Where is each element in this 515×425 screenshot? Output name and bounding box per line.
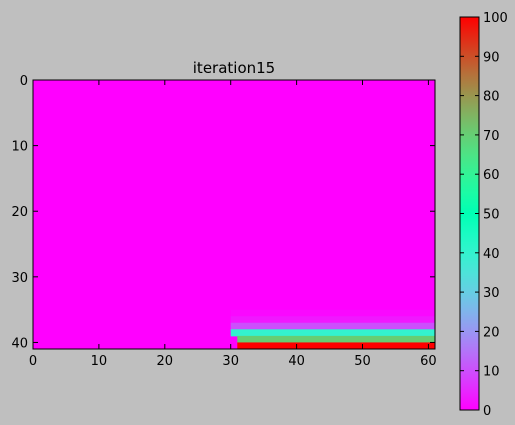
colorbar-tick-label: 20 xyxy=(483,325,500,340)
colorbar-axis: 0 10 20 30 40 50 60 70 80 90 100 xyxy=(460,11,508,419)
x-tick-label: 10 xyxy=(91,354,108,369)
y-tick-label: 20 xyxy=(11,205,28,220)
x-tick-label: 60 xyxy=(420,354,437,369)
x-tick-label: 40 xyxy=(288,354,305,369)
colorbar-tick-label: 90 xyxy=(483,50,500,65)
plot-frame xyxy=(32,79,436,350)
heatmap-cell-row xyxy=(237,335,436,343)
heatmap-cell-row xyxy=(230,316,436,324)
chart-title: iteration15 xyxy=(193,59,275,77)
x-tick-label: 20 xyxy=(157,354,174,369)
colorbar-tick-label: 0 xyxy=(483,404,491,419)
heatmap-background xyxy=(33,80,435,349)
colorbar-tick-label: 50 xyxy=(483,208,500,223)
x-tick-label: 0 xyxy=(29,354,37,369)
y-axis: 0 10 20 30 40 xyxy=(11,74,435,351)
heatmap-cell-row xyxy=(230,329,436,337)
heatmap-cells xyxy=(33,80,436,350)
colorbar-tick-label: 10 xyxy=(483,365,500,380)
colorbar-tick-label: 70 xyxy=(483,129,500,144)
colorbar-tick-label: 40 xyxy=(483,247,500,262)
y-tick-label: 0 xyxy=(20,74,28,89)
x-axis: 0 10 20 30 40 50 60 xyxy=(29,80,437,369)
colorbar-tick-label: 60 xyxy=(483,168,500,183)
heatmap-cell-row xyxy=(230,309,436,317)
heatmap-cell-row xyxy=(230,322,436,330)
x-tick-label: 30 xyxy=(222,354,239,369)
colorbar-tick-label: 80 xyxy=(483,90,500,105)
colorbar-tick-label: 30 xyxy=(483,286,500,301)
colorbar-tick-label: 100 xyxy=(483,11,508,26)
heatmap-cell-row xyxy=(237,342,436,350)
y-tick-label: 40 xyxy=(11,336,28,351)
y-tick-label: 30 xyxy=(11,271,28,286)
y-tick-label: 10 xyxy=(11,140,28,155)
x-tick-label: 50 xyxy=(354,354,371,369)
